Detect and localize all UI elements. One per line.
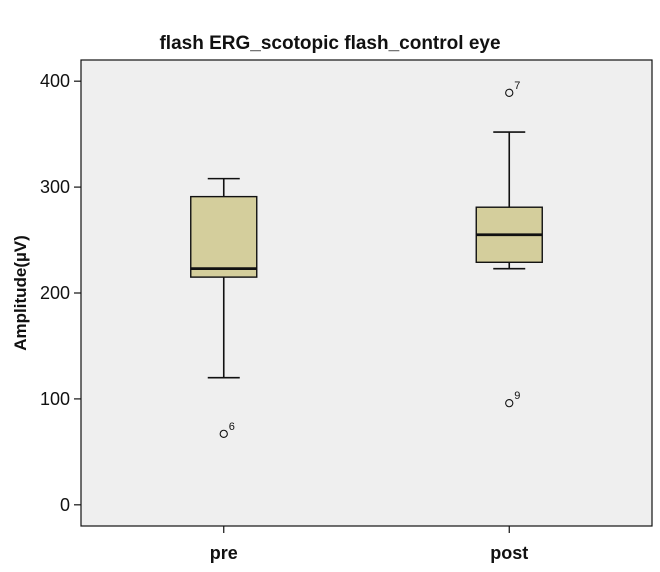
y-tick-label: 200 (40, 283, 70, 303)
boxes: 679 (190, 80, 543, 439)
y-axis-label: Amplitude(µV) (11, 235, 30, 351)
box-pre: 6 (190, 177, 258, 439)
plot-area (80, 59, 653, 527)
chart-title: flash ERG_scotopic flash_control eye (159, 33, 500, 54)
x-axis: pre post (210, 526, 528, 563)
x-tick-label-pre: pre (210, 543, 238, 563)
y-tick-label: 400 (40, 71, 70, 91)
y-tick-label: 0 (60, 495, 70, 515)
outlier-point (505, 88, 514, 97)
outlier-point (505, 398, 514, 408)
outlier-label: 7 (514, 80, 520, 92)
y-tick-label: 100 (40, 389, 70, 409)
x-tick-label-post: post (490, 543, 528, 563)
outlier-label: 6 (229, 421, 235, 433)
outlier-label: 9 (514, 390, 520, 402)
y-tick-label: 300 (40, 177, 70, 197)
outlier-point (219, 429, 228, 439)
iqr-box (190, 195, 258, 278)
y-axis: 0 100 200 300 400 (40, 71, 81, 515)
box-post: 79 (475, 80, 543, 408)
